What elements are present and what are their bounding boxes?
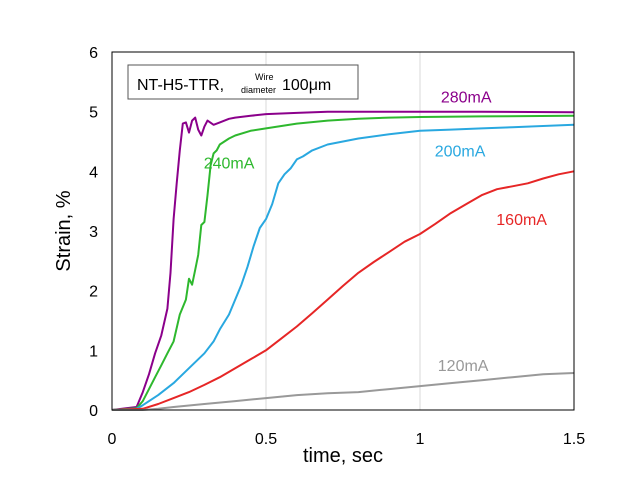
x-tick-label: 0 bbox=[108, 431, 117, 448]
annotation-unit: μm bbox=[309, 77, 332, 94]
annotation-prefix: NT-H5-TTR, bbox=[137, 77, 224, 94]
series-line-120mA bbox=[112, 372, 575, 411]
series-line-240mA bbox=[111, 114, 575, 411]
series-label-240mA: 240mA bbox=[204, 155, 255, 172]
series-labels: 280mA 240mA 200mA 160mA 120mA bbox=[204, 90, 548, 376]
series-label-200mA: 200mA bbox=[435, 143, 486, 160]
plot-frame bbox=[111, 51, 575, 411]
series-line-280mA bbox=[111, 110, 575, 411]
x-tick-label: 1.5 bbox=[563, 431, 585, 448]
series-line-200mA bbox=[111, 123, 575, 411]
annotation-box: NT-H5-TTR, Wire diameter 100μm bbox=[127, 64, 359, 100]
series-lines bbox=[111, 110, 575, 411]
series-label-120mA: 120mA bbox=[438, 358, 489, 375]
x-tick-label: 0.5 bbox=[255, 431, 277, 448]
y-tick-label: 5 bbox=[89, 105, 98, 122]
annotation-sub: diameter bbox=[241, 85, 276, 95]
y-tick-labels: 0 1 2 3 4 5 6 bbox=[89, 45, 98, 420]
y-tick-label: 3 bbox=[89, 224, 98, 241]
y-tick-label: 6 bbox=[89, 45, 98, 62]
x-axis-title: time, sec bbox=[303, 445, 383, 467]
svg-text:100μm: 100μm bbox=[282, 77, 331, 94]
annotation-value: 100 bbox=[282, 77, 309, 94]
y-tick-label: 0 bbox=[89, 403, 98, 420]
y-tick-label: 2 bbox=[89, 284, 98, 301]
x-tick-label: 1 bbox=[416, 431, 425, 448]
y-tick-label: 1 bbox=[89, 343, 98, 360]
series-line-160mA bbox=[111, 170, 575, 411]
x-tick-labels: 0 0.5 1 1.5 bbox=[108, 431, 586, 448]
series-label-160mA: 160mA bbox=[496, 212, 547, 229]
y-axis-title: Strain, % bbox=[53, 190, 75, 271]
svg-text:NT-H5-TTR,: NT-H5-TTR, bbox=[137, 77, 224, 94]
y-tick-label: 4 bbox=[89, 164, 98, 181]
series-label-280mA: 280mA bbox=[441, 90, 492, 107]
annotation-sup: Wire bbox=[255, 72, 274, 82]
grid-lines bbox=[265, 52, 421, 410]
